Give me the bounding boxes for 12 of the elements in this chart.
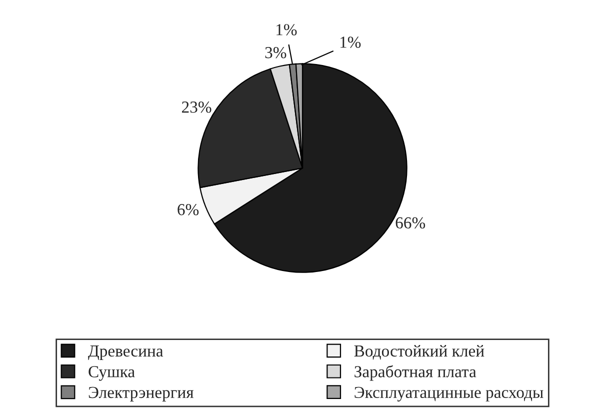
legend-label: Заработная плата [354,365,476,381]
data-label: 1% [276,24,297,36]
legend-label: Древесина [88,346,164,360]
data-label: 23% [182,102,212,113]
legend-label: Эксплуатацинные расходы [354,386,544,402]
legend-label: Водостойкий клей [354,345,484,360]
legend-label: Электрэнергия [88,386,194,402]
data-label: 66% [396,217,426,229]
data-label: 6% [178,204,199,216]
data-label: 1% [340,36,361,48]
legend-label: Сушка [88,366,135,381]
data-label: 3% [265,46,286,58]
